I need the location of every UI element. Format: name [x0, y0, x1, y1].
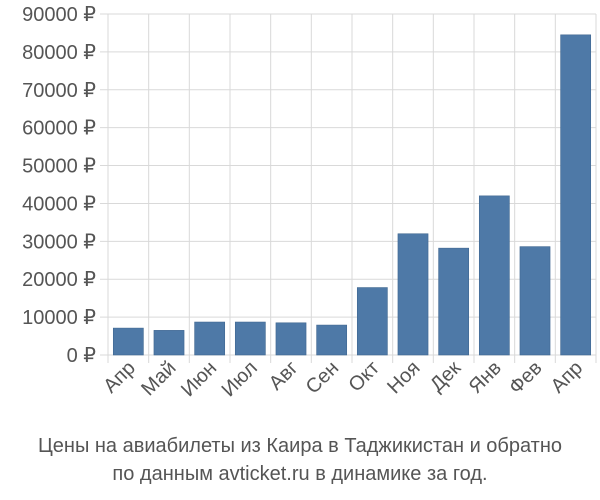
- x-tick-label: Ноя: [383, 357, 424, 398]
- bar: [478, 195, 510, 356]
- caption-line-2: по данным avticket.ru в динамике за год.: [112, 463, 488, 485]
- x-tick-label: Апр: [99, 357, 140, 398]
- x-tick-label: Окт: [344, 357, 383, 396]
- y-tick-label: 70000 ₽: [22, 80, 96, 102]
- x-tick-label: Май: [137, 357, 180, 400]
- bar: [519, 246, 551, 356]
- y-axis-ticks: 0 ₽ 10000 ₽ 20000 ₽ 30000 ₽ 40000 ₽ 50000 ₽ 60…: [22, 4, 96, 367]
- y-tick-label: 0 ₽: [67, 345, 97, 367]
- x-tick-label: Июн: [177, 357, 221, 401]
- bar: [234, 321, 266, 356]
- bar: [112, 327, 144, 356]
- x-tick-label: Июл: [218, 357, 262, 401]
- y-tick-label: 60000 ₽: [22, 118, 96, 140]
- x-tick-label: Апр: [547, 357, 588, 398]
- y-tick-label: 30000 ₽: [22, 231, 96, 253]
- chart-caption: Цены на авиабилеты из Каира в Таджикиста…: [0, 432, 600, 488]
- x-tick-label: Дек: [426, 357, 465, 396]
- bar: [397, 233, 429, 356]
- y-tick-label: 40000 ₽: [22, 193, 96, 215]
- x-tick-label: Сен: [302, 357, 343, 398]
- bar: [275, 322, 307, 356]
- bar: [356, 287, 388, 356]
- y-tick-label: 20000 ₽: [22, 269, 96, 291]
- grid-layer: [100, 13, 597, 363]
- y-tick-label: 50000 ₽: [22, 156, 96, 178]
- bar-layer: [112, 34, 592, 356]
- y-tick-label: 80000 ₽: [22, 42, 96, 64]
- bar: [153, 330, 185, 356]
- bar: [316, 324, 348, 356]
- y-tick-label: 90000 ₽: [22, 4, 96, 26]
- caption-line-1: Цены на авиабилеты из Каира в Таджикиста…: [37, 435, 563, 457]
- bar: [194, 321, 226, 356]
- x-tick-label: Фев: [505, 357, 547, 399]
- bar: [560, 34, 592, 356]
- bar: [438, 247, 470, 356]
- y-tick-label: 10000 ₽: [22, 307, 96, 329]
- bar-chart: 0 ₽ 10000 ₽ 20000 ₽ 30000 ₽ 40000 ₽ 50000 ₽ 60…: [22, 4, 597, 401]
- x-tick-label: Янв: [465, 357, 506, 398]
